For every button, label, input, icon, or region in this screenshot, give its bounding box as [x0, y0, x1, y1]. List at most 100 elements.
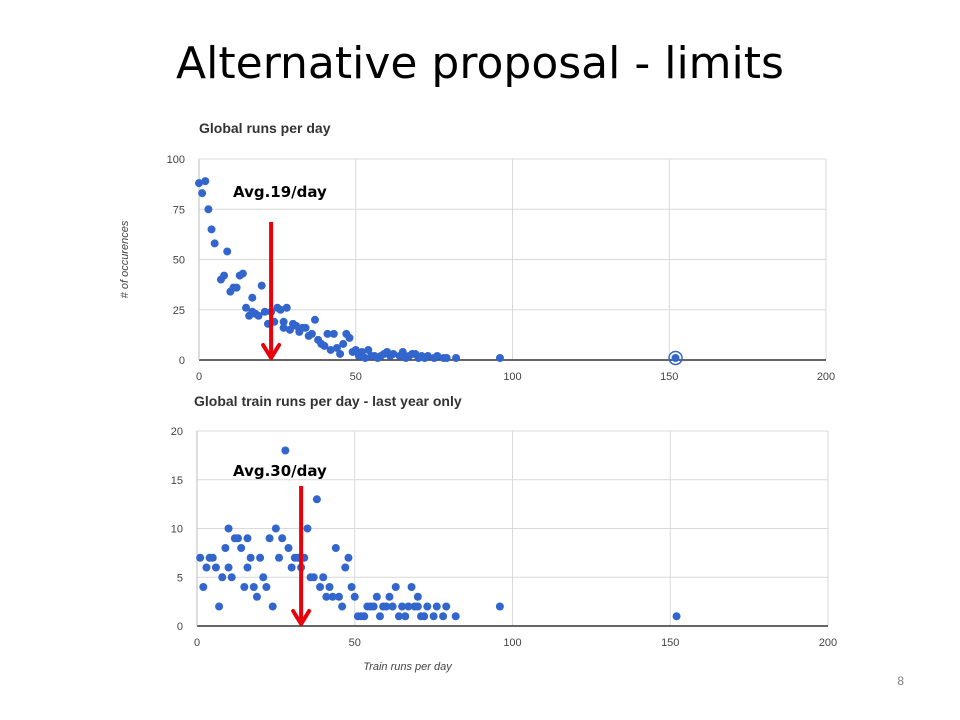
chart2-data-point	[429, 612, 438, 621]
chart2-data-point	[385, 592, 394, 601]
chart2-x-axis-label: Train runs per day	[363, 661, 453, 673]
chart2-ytick-label: 15	[171, 475, 183, 487]
chart1-data-point	[248, 293, 257, 302]
chart1-xtick-label: 0	[196, 371, 202, 383]
chart2-data-point	[271, 524, 280, 533]
chart2-xtick-label: 150	[661, 637, 679, 649]
chart1-data-point	[195, 179, 203, 188]
chart1-data-point	[358, 347, 367, 356]
chart2-data-point	[224, 524, 233, 533]
chart2-data-point	[246, 553, 255, 562]
chart1-data-point	[442, 353, 451, 362]
chart2-data-point	[407, 583, 416, 591]
chart2-data-point	[404, 602, 413, 611]
chart2-data-point	[398, 602, 407, 611]
chart1-data-point	[282, 303, 291, 312]
chart1-data-point	[336, 349, 345, 358]
chart2-data-point	[199, 583, 208, 591]
chart2-data-point	[420, 612, 429, 621]
chart1-data-point	[207, 225, 216, 234]
chart1-data-point	[433, 351, 442, 360]
chart2-data-point	[391, 583, 400, 591]
chart2-data-point	[350, 592, 359, 601]
chart1-data-point	[452, 353, 461, 362]
chart1-data-point	[332, 343, 341, 352]
chart1-data-point	[276, 305, 285, 314]
chart1-data-point	[204, 205, 213, 214]
chart2-data-point	[240, 583, 249, 591]
chart1-xtick-label: 200	[817, 371, 835, 383]
chart1-data-point	[326, 345, 335, 354]
chart1-data-point	[279, 323, 288, 332]
chart2-data-point	[227, 573, 236, 582]
chart1-xtick-label: 100	[503, 371, 521, 383]
chart2-data-point	[341, 563, 350, 572]
chart2-data-point	[234, 534, 243, 543]
chart1-ytick-label: 0	[179, 355, 185, 367]
chart1-data-point	[201, 177, 210, 186]
chart2-data-point	[256, 553, 265, 562]
chart2-data-point	[338, 602, 347, 611]
chart1-avg-annotation: Avg.19/day	[233, 183, 327, 201]
chart1-data-point	[339, 339, 348, 348]
chart2-data-point	[372, 592, 381, 601]
chart1-data-point	[220, 271, 229, 280]
chart1-title: Global runs per day	[199, 120, 331, 136]
chart2-data-point	[218, 573, 227, 582]
chart2-data-point	[303, 524, 312, 533]
chart1-data-point	[345, 333, 354, 342]
chart2-data-point	[319, 573, 328, 582]
chart2-data-point	[237, 544, 246, 552]
chart2-data-point	[252, 592, 261, 601]
chart2-xtick-label: 100	[503, 637, 521, 649]
chart2-data-point	[401, 612, 410, 621]
chart2-ytick-label: 20	[171, 426, 183, 438]
chart2-data-point	[312, 495, 321, 504]
chart1-data-point	[310, 315, 319, 324]
chart1-data-point	[210, 239, 219, 248]
chart2-data-point	[268, 602, 277, 611]
chart1-data-point	[232, 283, 241, 292]
chart2-avg-annotation: Avg.30/day	[233, 462, 327, 480]
chart2-data-point	[322, 592, 331, 601]
chart1-data-point	[223, 247, 232, 256]
chart2-data-point	[196, 553, 205, 562]
chart1-data-point	[351, 345, 360, 354]
chart2-data-point	[360, 612, 369, 621]
chart2-data-point	[442, 602, 451, 611]
chart1-data-point	[361, 353, 370, 362]
slide-title: Alternative proposal - limits	[176, 38, 784, 89]
chart1-data-point	[301, 323, 310, 332]
chart1-data-point	[198, 189, 207, 198]
chart1-data-point	[254, 311, 263, 320]
chart2-ytick-label: 10	[171, 524, 183, 536]
chart2-data-point	[278, 534, 287, 543]
chart1-data-point	[329, 329, 338, 338]
chart1-y-axis-label: # of occurences	[119, 220, 131, 298]
chart1-data-point	[398, 347, 407, 356]
chart2-data-point	[215, 602, 224, 611]
chart2-xtick-label: 0	[194, 637, 200, 649]
page-number: 8	[897, 674, 904, 688]
chart2-data-point	[347, 583, 356, 591]
chart2-data-point	[221, 544, 230, 552]
chart2-data-point	[202, 563, 211, 572]
chart1-ytick-label: 100	[167, 154, 185, 166]
chart2-data-point	[334, 592, 343, 601]
chart2-data-point	[369, 602, 378, 611]
chart2-ytick-label: 0	[177, 621, 183, 633]
chart1-data-point	[285, 325, 294, 334]
chart2-xtick-label: 50	[349, 637, 361, 649]
chart2-ytick-label: 5	[177, 572, 183, 584]
chart2-data-point	[423, 602, 432, 611]
chart2-title: Global train runs per day - last year on…	[194, 393, 462, 409]
chart1-data-point	[242, 303, 251, 312]
chart2-data-point	[211, 563, 220, 572]
chart1-data-point	[279, 317, 288, 326]
chart2-data-point	[495, 602, 504, 611]
chart1-data-point	[364, 345, 373, 354]
chart2-data-point	[316, 583, 325, 591]
chart2-data-point	[262, 583, 271, 591]
chart1-highlight-ring	[668, 350, 683, 366]
